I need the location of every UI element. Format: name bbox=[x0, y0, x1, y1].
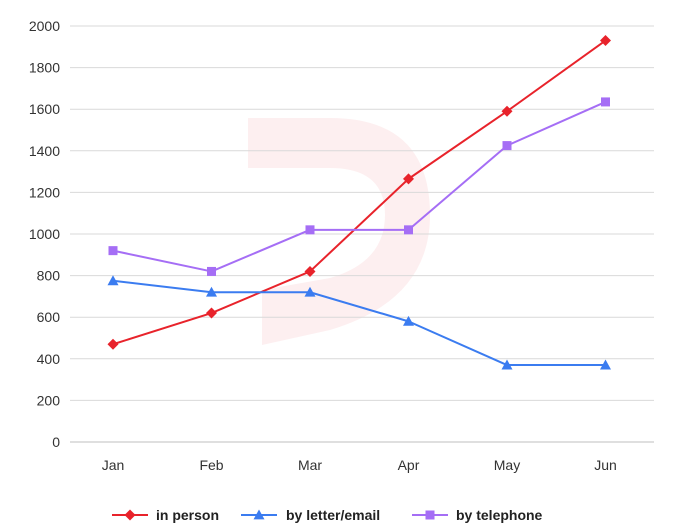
y-tick-label: 1800 bbox=[29, 60, 60, 76]
y-tick-label: 600 bbox=[37, 309, 61, 325]
x-tick-label: Apr bbox=[398, 457, 420, 473]
data-point bbox=[403, 315, 414, 326]
legend-label: by telephone bbox=[456, 507, 543, 523]
data-point bbox=[600, 35, 611, 47]
axes: 0 200 400 600 800 1000 1200 1400 1600 1800 2000 Jan… bbox=[29, 18, 654, 473]
legend-item: in person bbox=[112, 507, 219, 523]
series-by-telephone bbox=[108, 97, 610, 276]
series-line bbox=[112, 39, 607, 346]
watermark-logo bbox=[248, 118, 430, 345]
data-point bbox=[305, 225, 315, 235]
data-point bbox=[206, 307, 217, 319]
data-point bbox=[107, 338, 119, 350]
data-point bbox=[601, 97, 610, 107]
legend-swatch-marker bbox=[253, 509, 265, 520]
data-point bbox=[501, 359, 513, 370]
data-point bbox=[206, 286, 217, 297]
y-tick-label: 2000 bbox=[29, 18, 60, 34]
series-layer bbox=[107, 35, 611, 370]
data-point bbox=[501, 105, 513, 117]
legend-label: by letter/email bbox=[286, 507, 380, 523]
legend-item: by letter/email bbox=[241, 507, 380, 523]
data-point bbox=[304, 265, 316, 277]
y-tick-label: 1000 bbox=[29, 226, 60, 242]
data-point bbox=[207, 266, 216, 276]
legend-swatch-marker bbox=[425, 510, 435, 520]
legend-item: by telephone bbox=[412, 507, 543, 523]
data-point bbox=[108, 246, 118, 256]
series-line bbox=[112, 279, 606, 367]
y-tick-label: 1400 bbox=[29, 143, 60, 159]
gridlines bbox=[70, 25, 654, 443]
data-point bbox=[304, 286, 316, 297]
y-tick-label: 200 bbox=[37, 392, 61, 408]
x-tick-label: Mar bbox=[298, 457, 322, 473]
series-by-letter-email bbox=[107, 275, 611, 370]
y-tick-label: 400 bbox=[37, 351, 61, 367]
x-tick-label: May bbox=[494, 457, 520, 473]
legend-label: in person bbox=[156, 507, 219, 523]
y-tick-label: 1200 bbox=[29, 184, 60, 200]
y-tick-label: 1600 bbox=[29, 101, 60, 117]
data-point bbox=[404, 225, 413, 235]
y-tick-label: 800 bbox=[37, 268, 61, 284]
data-point bbox=[107, 275, 119, 286]
data-point bbox=[403, 173, 414, 185]
series-in-person bbox=[107, 35, 611, 350]
x-tick-label: Feb bbox=[199, 457, 223, 473]
series-line bbox=[112, 101, 606, 273]
legend: in person by letter/email by telephone bbox=[112, 507, 543, 523]
legend-swatch-marker bbox=[124, 509, 136, 521]
data-point bbox=[600, 359, 611, 370]
y-tick-label: 0 bbox=[52, 434, 60, 450]
data-point bbox=[502, 141, 512, 151]
x-tick-label: Jun bbox=[594, 457, 617, 473]
x-tick-label: Jan bbox=[102, 457, 125, 473]
